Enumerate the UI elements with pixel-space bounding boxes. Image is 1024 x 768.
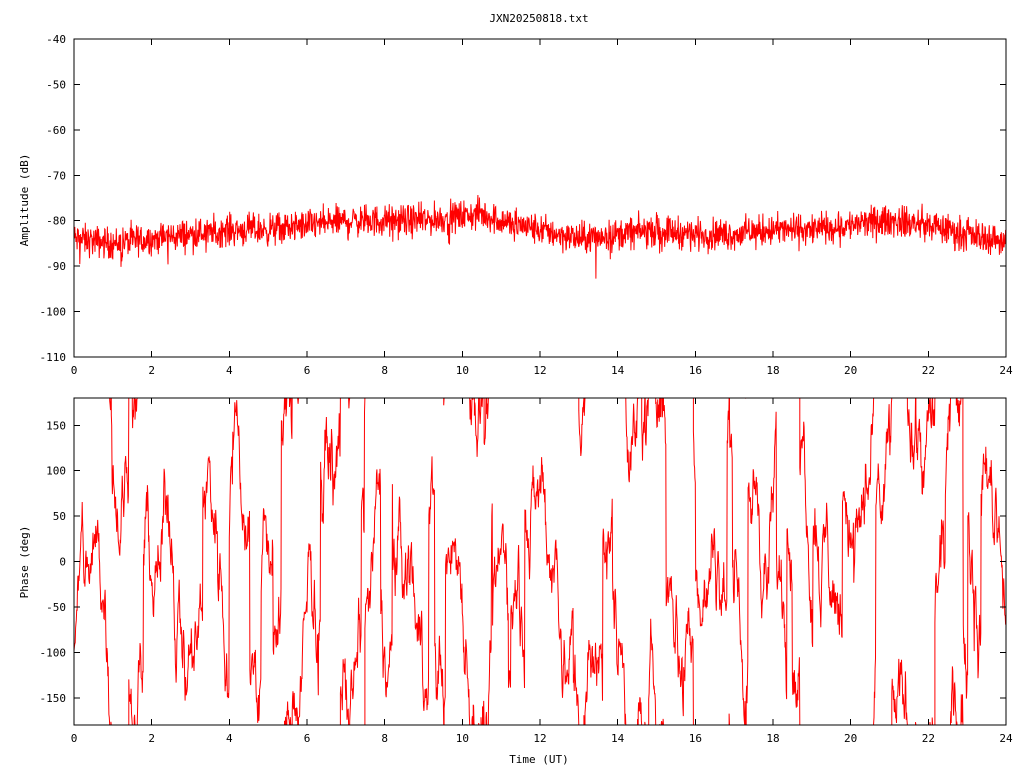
amplitude-series bbox=[73, 194, 1007, 279]
amplitude-x-tick-label: 6 bbox=[304, 364, 311, 377]
amplitude-y-tick-label: -110 bbox=[40, 351, 67, 364]
phase-x-tick-label: 0 bbox=[71, 732, 78, 745]
phase-x-tick-label: 16 bbox=[689, 732, 702, 745]
phase-y-axis-label: Phase (deg) bbox=[18, 526, 31, 599]
amplitude-y-tick-label: -100 bbox=[40, 306, 67, 319]
phase-x-tick-label: 2 bbox=[148, 732, 155, 745]
phase-line bbox=[73, 397, 1007, 726]
amplitude-plot-frame bbox=[73, 38, 1007, 358]
amplitude-x-tick-label: 14 bbox=[611, 364, 625, 377]
phase-x-ticks: 0 2 4 6 8 10 12 14 16 18 20 22 24 bbox=[71, 398, 1013, 745]
amplitude-x-tick-label: 10 bbox=[456, 364, 469, 377]
phase-y-tick-label: 150 bbox=[46, 419, 66, 432]
phase-x-tick-label: 10 bbox=[456, 732, 469, 745]
amplitude-x-ticks: 0 2 4 6 8 10 12 14 16 18 20 22 24 bbox=[71, 39, 1013, 377]
amplitude-x-tick-label: 4 bbox=[226, 364, 233, 377]
phase-x-axis-label: Time (UT) bbox=[509, 753, 569, 766]
amplitude-x-tick-label: 24 bbox=[999, 364, 1013, 377]
amplitude-line bbox=[73, 194, 1007, 279]
phase-x-tick-label: 20 bbox=[844, 732, 857, 745]
amplitude-x-tick-label: 18 bbox=[766, 364, 779, 377]
phase-x-tick-label: 18 bbox=[766, 732, 779, 745]
phase-y-tick-label: -100 bbox=[40, 646, 67, 659]
phase-y-tick-label: 100 bbox=[46, 465, 66, 478]
phase-x-tick-label: 24 bbox=[999, 732, 1013, 745]
phase-plot-frame bbox=[73, 397, 1007, 726]
amplitude-y-ticks: -40 -50 -60 -70 -80 -90 -100 -110 bbox=[40, 33, 1006, 364]
phase-x-tick-label: 14 bbox=[611, 732, 625, 745]
phase-x-tick-label: 8 bbox=[381, 732, 388, 745]
amplitude-x-tick-label: 16 bbox=[689, 364, 702, 377]
chart-title: JXN20250818.txt bbox=[489, 12, 588, 25]
phase-x-tick-label: 6 bbox=[304, 732, 311, 745]
amplitude-x-tick-label: 0 bbox=[71, 364, 78, 377]
amplitude-y-tick-label: -80 bbox=[46, 215, 66, 228]
phase-x-tick-label: 4 bbox=[226, 732, 233, 745]
phase-y-tick-label: 50 bbox=[53, 510, 66, 523]
amplitude-y-tick-label: -60 bbox=[46, 124, 66, 137]
amplitude-y-tick-label: -50 bbox=[46, 78, 66, 91]
phase-x-tick-label: 22 bbox=[922, 732, 935, 745]
amplitude-x-tick-label: 12 bbox=[533, 364, 546, 377]
phase-y-tick-label: 0 bbox=[59, 556, 66, 569]
phase-x-tick-label: 12 bbox=[533, 732, 546, 745]
amplitude-x-tick-label: 8 bbox=[381, 364, 388, 377]
phase-y-tick-label: -150 bbox=[40, 692, 67, 705]
amplitude-y-tick-label: -90 bbox=[46, 260, 66, 273]
phase-series bbox=[73, 397, 1007, 726]
amplitude-y-tick-label: -40 bbox=[46, 33, 66, 46]
amplitude-x-tick-label: 20 bbox=[844, 364, 857, 377]
amplitude-x-tick-label: 2 bbox=[148, 364, 155, 377]
phase-y-ticks: 150 100 50 0 -50 -100 -150 bbox=[40, 419, 1006, 705]
phase-y-tick-label: -50 bbox=[46, 601, 66, 614]
amplitude-panel: -40-50-60-70-80-90-100-110 0 2 4 6 8 10 12 14 16… bbox=[18, 33, 1013, 377]
amplitude-y-tick-label: -70 bbox=[46, 169, 66, 182]
amplitude-y-axis-label: Amplitude (dB) bbox=[18, 154, 31, 247]
amplitude-x-tick-label: 22 bbox=[922, 364, 935, 377]
